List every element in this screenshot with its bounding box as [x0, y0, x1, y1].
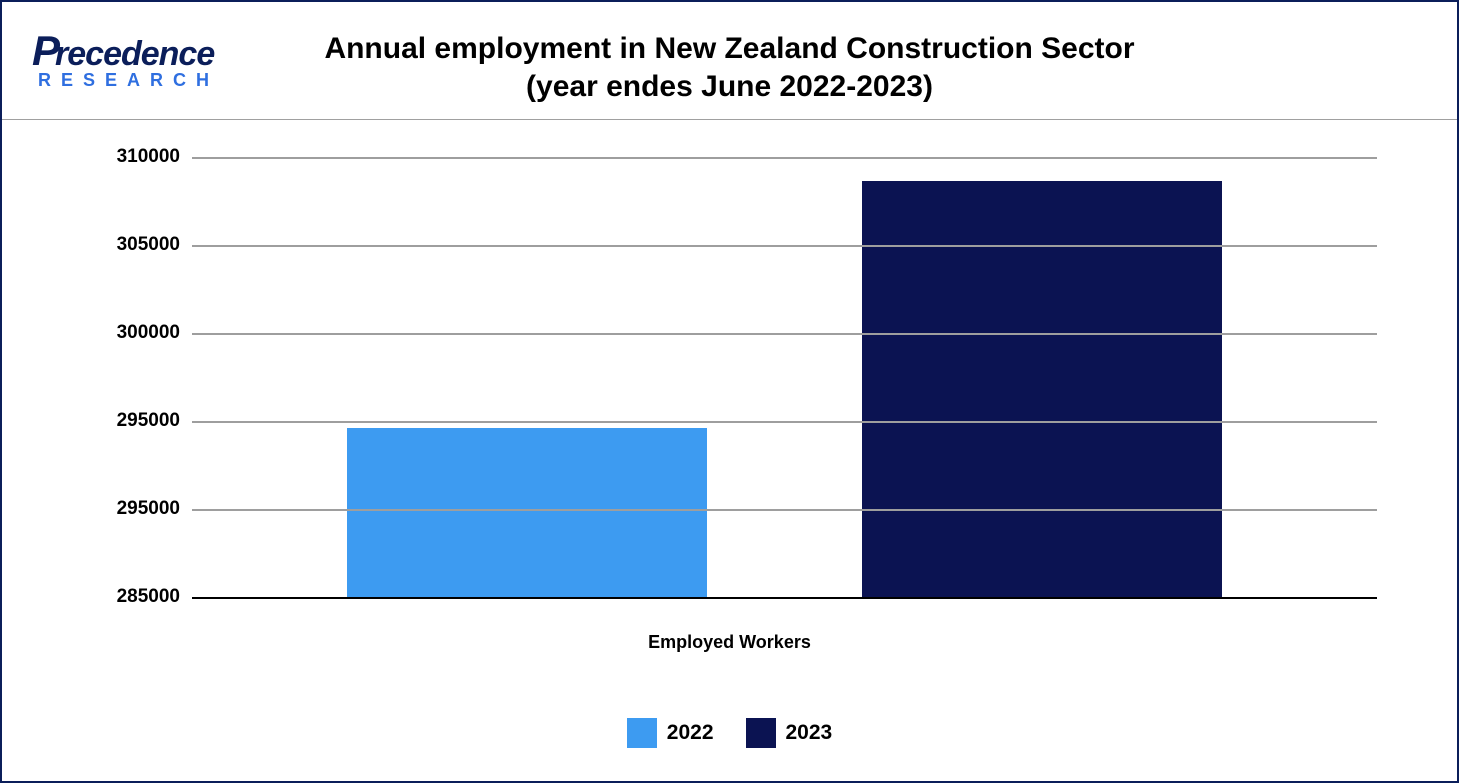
y-tick-label: 295000	[117, 410, 180, 432]
y-axis: 310000305000300000295000295000285000	[82, 157, 192, 597]
legend-label: 2022	[667, 721, 714, 745]
gridline	[192, 509, 1377, 511]
y-tick-label: 295000	[117, 498, 180, 520]
gridline	[192, 421, 1377, 423]
plot-area	[192, 157, 1377, 597]
legend-swatch	[746, 718, 776, 748]
legend-item-2023: 2023	[746, 718, 833, 748]
y-tick-label: 285000	[117, 586, 180, 608]
y-tick-label: 300000	[117, 322, 180, 344]
y-tick-label: 305000	[117, 234, 180, 256]
bar-2023	[862, 181, 1222, 597]
x-axis-label: Employed Workers	[2, 632, 1457, 653]
header-area: Precedence RESEARCH Annual employment in…	[2, 2, 1457, 120]
y-tick-label: 310000	[117, 146, 180, 168]
bar-2022	[347, 428, 707, 597]
x-axis-baseline	[192, 597, 1377, 599]
legend-item-2022: 2022	[627, 718, 714, 748]
gridline	[192, 157, 1377, 159]
legend-swatch	[627, 718, 657, 748]
bars-container	[192, 157, 1377, 597]
chart-title-line2: (year endes June 2022-2023)	[2, 68, 1457, 106]
gridline	[192, 245, 1377, 247]
legend-label: 2023	[786, 721, 833, 745]
gridline	[192, 333, 1377, 335]
chart-title-line1: Annual employment in New Zealand Constru…	[2, 30, 1457, 68]
legend: 2022 2023	[2, 718, 1457, 748]
chart-body: 310000305000300000295000295000285000	[82, 157, 1377, 597]
chart-frame: Precedence RESEARCH Annual employment in…	[0, 0, 1459, 783]
chart-title: Annual employment in New Zealand Constru…	[2, 30, 1457, 105]
